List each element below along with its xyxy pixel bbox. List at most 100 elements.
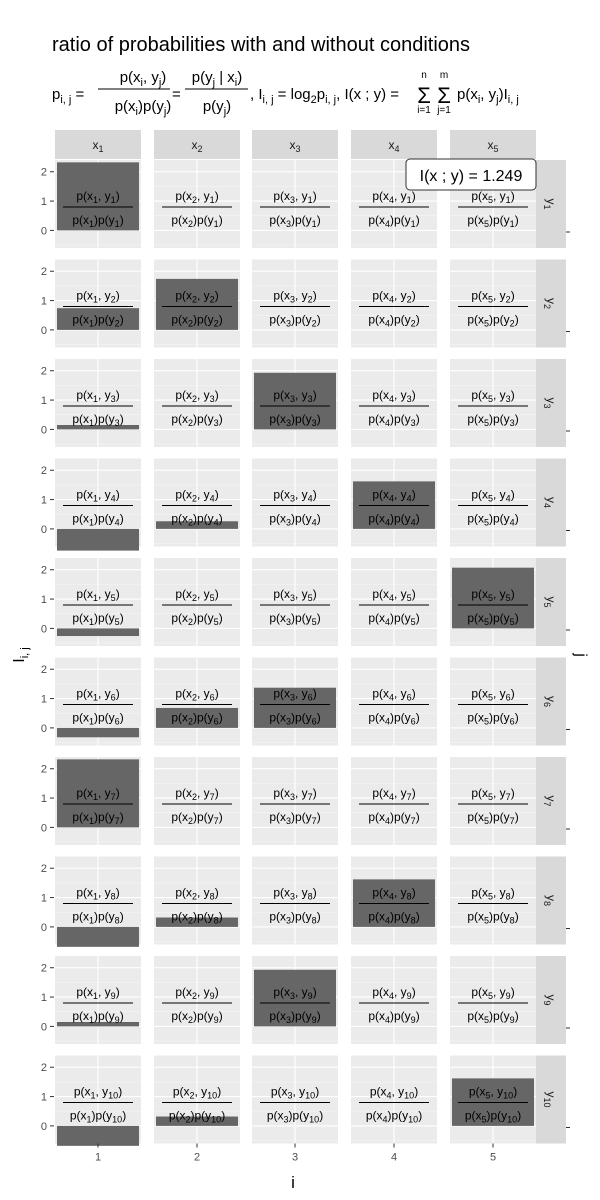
panel-7-4: p(x4, y7) p(x4)p(y7) xyxy=(351,757,437,845)
cell-label-denominator: p(x3)p(y6) xyxy=(269,711,320,727)
panel-10-1: p(x1, y10) p(x1)p(y10) xyxy=(55,1055,141,1146)
cell-label-numerator: p(x4, y5) xyxy=(372,587,415,603)
bar-6-3 xyxy=(254,687,336,728)
svg-text:p(xi, yj): p(xi, yj) xyxy=(120,69,167,89)
y-tick-label: 2 xyxy=(41,963,47,975)
panel-2-4: p(x4, y2) p(x4)p(y2) xyxy=(351,259,437,348)
panel-8-2: p(x2, y8) p(x2)p(y8) xyxy=(154,856,240,945)
bar-7-1 xyxy=(57,759,139,828)
cell-label-numerator: p(x5, y3) xyxy=(471,388,514,404)
panel-3-4: p(x4, y3) p(x4)p(y3) xyxy=(351,359,437,447)
svg-text:Σ: Σ xyxy=(437,83,451,108)
svg-text:pi, j =: pi, j = xyxy=(52,86,85,106)
y-tick-label: 1 xyxy=(41,196,47,208)
bar-2-2 xyxy=(156,278,238,330)
cell-label-denominator: p(x4)p(y7) xyxy=(368,810,419,826)
bar-6-1 xyxy=(57,727,139,738)
x-tick-label: 3 xyxy=(292,1152,298,1164)
cell-label-numerator: p(x2, y1) xyxy=(175,189,218,205)
cell-label-denominator: p(x3)p(y9) xyxy=(269,1009,320,1025)
cell-label-numerator: p(x2, y10) xyxy=(173,1085,221,1101)
row-strip-10: y10 xyxy=(536,1055,570,1144)
cell-label-denominator: p(x5)p(y2) xyxy=(467,313,518,329)
cell-label-numerator: p(x1, y8) xyxy=(76,886,119,902)
cell-label-denominator: p(x4)p(y10) xyxy=(366,1109,422,1125)
svg-text:Σ: Σ xyxy=(417,83,431,108)
row-strip-label: y4 xyxy=(542,497,558,508)
panel-2-2: p(x2, y2) p(x2)p(y2) xyxy=(154,259,240,348)
panel-9-2: p(x2, y9) p(x2)p(y9) xyxy=(154,956,240,1044)
cell-label-denominator: p(x1)p(y1) xyxy=(72,213,123,229)
strips-layer: x1 x2 x3 x4 x5 y1 y2 y3 y4 y5 y6 y7 y8 y9 y10 xyxy=(55,130,570,1144)
col-strip-4: x4 xyxy=(351,130,437,159)
bar-10-1 xyxy=(57,1125,139,1146)
col-strip-label: x5 xyxy=(487,138,498,154)
panel-6-3: p(x3, y6) p(x3)p(y6) xyxy=(252,657,338,746)
row-strip-6: y6 xyxy=(536,657,570,746)
panel-8-3: p(x3, y8) p(x3)p(y8) xyxy=(252,856,338,945)
panel-5-4: p(x4, y5) p(x4)p(y5) xyxy=(351,558,437,646)
svg-text:n: n xyxy=(421,70,427,81)
panel-7-3: p(x3, y7) p(x3)p(y7) xyxy=(252,757,338,845)
facet-row-title: j xyxy=(572,652,589,657)
x-axis-title: i xyxy=(291,1173,295,1192)
cell-label-numerator: p(x5, y1) xyxy=(471,189,514,205)
cell-label-denominator: p(x3)p(y4) xyxy=(269,512,320,528)
y-tick-label: 1 xyxy=(41,992,47,1004)
panel-10-3: p(x3, y10) p(x3)p(y10) xyxy=(252,1055,338,1144)
y-tick-label: 0 xyxy=(41,1021,47,1033)
annotation-text: I(x ; y) = 1.249 xyxy=(420,168,523,185)
y-tick-label: 2 xyxy=(41,863,47,875)
cell-label-numerator: p(x2, y4) xyxy=(175,488,218,504)
row-strip-label: y8 xyxy=(542,895,558,906)
y-tick-label: 1 xyxy=(41,395,47,407)
cell-label-denominator: p(x2)p(y1) xyxy=(171,213,222,229)
panel-4-4: p(x4, y4) p(x4)p(y4) xyxy=(351,458,437,547)
y-tick-label: 0 xyxy=(41,623,47,635)
x-tick-label: 4 xyxy=(391,1152,397,1164)
panel-1-2: p(x2, y1) p(x2)p(y1) xyxy=(154,160,240,248)
cell-label-numerator: p(x4, y4) xyxy=(372,488,415,504)
cell-label-numerator: p(x2, y2) xyxy=(175,289,218,305)
bar-9-1 xyxy=(57,1022,139,1027)
cell-label-denominator: p(x1)p(y3) xyxy=(72,412,123,428)
cell-label-denominator: p(x5)p(y3) xyxy=(467,412,518,428)
y-tick-label: 1 xyxy=(41,1092,47,1104)
cell-label-numerator: p(x1, y10) xyxy=(74,1085,122,1101)
cell-label-numerator: p(x2, y5) xyxy=(175,587,218,603)
row-strip-label: y7 xyxy=(542,795,558,806)
panel-1-3: p(x3, y1) p(x3)p(y1) xyxy=(252,160,338,248)
cell-label-numerator: p(x5, y7) xyxy=(471,786,514,802)
y-tick-label: 1 xyxy=(41,694,47,706)
panel-8-1: p(x1, y8) p(x1)p(y8) xyxy=(55,856,141,947)
y-tick-label: 2 xyxy=(41,366,47,378)
panel-6-1: p(x1, y6) p(x1)p(y6) xyxy=(55,657,141,746)
y-tick-label: 0 xyxy=(41,524,47,536)
mutual-information-annotation: I(x ; y) = 1.249 xyxy=(405,158,537,191)
panel-7-1: p(x1, y7) p(x1)p(y7) xyxy=(55,757,141,845)
panel-8-5: p(x5, y8) p(x5)p(y8) xyxy=(450,856,536,945)
cell-label-denominator: p(x1)p(y7) xyxy=(72,810,123,826)
y-tick-label: 1 xyxy=(41,495,47,507)
bar-8-1 xyxy=(57,926,139,947)
svg-text:=: = xyxy=(172,86,181,103)
x-tick-label: 5 xyxy=(490,1152,496,1164)
cell-label-numerator: p(x1, y3) xyxy=(76,388,119,404)
bar-6-2 xyxy=(156,707,238,728)
col-strip-3: x3 xyxy=(252,130,338,159)
panel-2-1: p(x1, y2) p(x1)p(y2) xyxy=(55,259,141,348)
cell-label-denominator: p(x5)p(y5) xyxy=(467,611,518,627)
y-tick-label: 2 xyxy=(41,1062,47,1074)
svg-text:p(yj | xi): p(yj | xi) xyxy=(192,69,242,89)
cell-label-numerator: p(x3, y7) xyxy=(273,786,316,802)
col-strip-label: x4 xyxy=(388,138,399,154)
bar-4-1 xyxy=(57,528,139,551)
panel-3-3: p(x3, y3) p(x3)p(y3) xyxy=(252,359,338,447)
cell-label-numerator: p(x5, y6) xyxy=(471,687,514,703)
panel-10-2: p(x2, y10) p(x2)p(y10) xyxy=(154,1055,240,1144)
y-tick-label: 0 xyxy=(41,325,47,337)
bar-3-3 xyxy=(254,372,336,430)
bar-9-3 xyxy=(254,969,336,1027)
y-tick-label: 2 xyxy=(41,465,47,477)
cell-label-denominator: p(x2)p(y4) xyxy=(171,512,222,528)
